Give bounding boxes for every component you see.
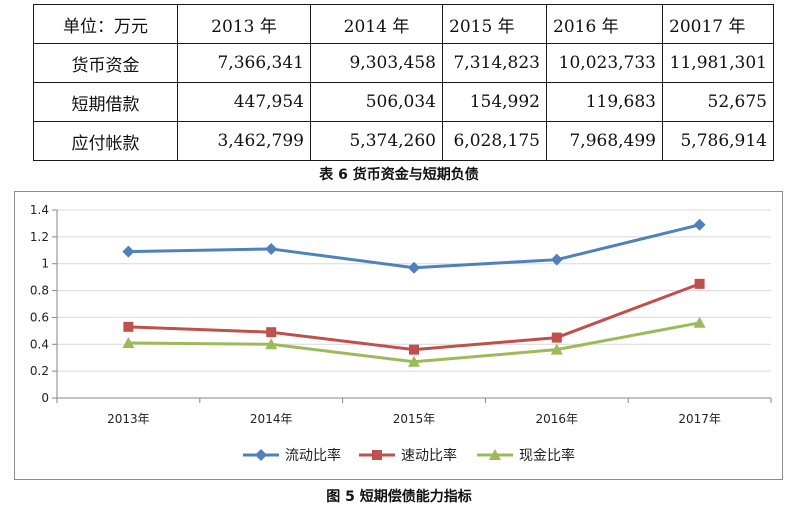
row-label: 短期借款	[33, 82, 178, 122]
table-cell: 9,303,458	[310, 43, 443, 83]
data-point	[408, 261, 420, 274]
table-cell: 447,954	[177, 82, 311, 122]
y-tick-label: 0	[41, 391, 49, 405]
table-cell: 119,683	[546, 82, 663, 122]
legend-label: 流动比率	[285, 447, 341, 464]
table-row: 应付帐款 3,462,799 5,374,260 6,028,175 7,968…	[33, 121, 774, 161]
data-point	[408, 355, 420, 367]
data-point	[551, 332, 562, 343]
x-tick-label: 2017年	[678, 412, 721, 426]
data-table: 单位：万元 2013 年 2014 年 2015 年 2016 年 20017 …	[33, 4, 774, 161]
data-point	[265, 242, 278, 255]
table-cell: 5,786,914	[662, 121, 774, 161]
x-tick-label: 2016年	[536, 412, 579, 426]
legend-marker	[255, 449, 267, 461]
legend-marker	[489, 449, 501, 460]
table-cell: 52,675	[662, 82, 774, 122]
legend-label: 速动比率	[401, 447, 457, 464]
figure-caption: 图 5 短期偿债能力指标	[326, 489, 472, 505]
header-cell-year: 2016 年	[546, 4, 663, 44]
table-row: 短期借款 447,954 506,034 154,992 119,683 52,…	[33, 82, 774, 122]
y-tick-label: 1	[41, 257, 49, 271]
table-caption: 表 6 货币资金与短期负债	[319, 167, 479, 183]
header-cell-year: 2014 年	[310, 4, 443, 44]
data-point	[265, 338, 278, 350]
data-point	[409, 344, 419, 355]
table-cell: 7,968,499	[546, 121, 663, 161]
table-cell: 7,366,341	[177, 43, 311, 83]
x-tick-label: 2014年	[250, 412, 293, 426]
data-point	[550, 343, 563, 355]
table-cell: 6,028,175	[442, 121, 547, 161]
x-tick-label: 2015年	[393, 412, 436, 426]
header-cell-unit: 单位：万元	[33, 4, 178, 44]
header-cell-year: 20017 年	[662, 4, 774, 44]
data-point	[122, 245, 135, 258]
header-cell-year: 2015 年	[442, 4, 547, 44]
data-point	[693, 316, 706, 328]
table-cell: 10,023,733	[546, 43, 663, 83]
legend-label: 现金比率	[519, 447, 575, 464]
data-point	[122, 336, 135, 348]
data-point	[550, 253, 563, 266]
table-cell: 7,314,823	[442, 43, 547, 83]
data-point	[693, 218, 706, 231]
header-cell-year: 2013 年	[177, 4, 311, 44]
table-cell: 3,462,799	[177, 121, 311, 161]
y-tick-label: 0.2	[30, 364, 49, 378]
table-cell: 154,992	[442, 82, 547, 122]
y-tick-label: 1.2	[30, 230, 49, 244]
table-header-row: 单位：万元 2013 年 2014 年 2015 年 2016 年 20017 …	[33, 4, 774, 44]
x-tick-label: 2013年	[107, 412, 150, 426]
y-tick-label: 0.4	[30, 337, 49, 351]
row-label: 货币资金	[33, 43, 178, 83]
series-line-1	[128, 223, 700, 270]
table-cell: 5,374,260	[310, 121, 443, 161]
data-point	[694, 278, 705, 289]
table-row: 货币资金 7,366,341 9,303,458 7,314,823 10,02…	[33, 43, 774, 83]
chart-frame: 0 0.2 0.4 0.6 0.8 1 1.2 1.4 2013年 2014年 2015年 2016年…	[14, 191, 783, 480]
data-point	[266, 327, 277, 338]
data-point	[123, 321, 134, 332]
y-tick-label: 1.4	[30, 203, 49, 217]
y-tick-label: 0.8	[30, 284, 49, 298]
line-chart: 0 0.2 0.4 0.6 0.8 1 1.2 1.4 2013年 2014年 2015年 2016年…	[30, 203, 772, 464]
table-cell: 506,034	[310, 82, 443, 122]
legend-marker	[372, 450, 382, 460]
row-label: 应付帐款	[33, 121, 178, 161]
table-cell: 11,981,301	[662, 43, 774, 83]
y-tick-label: 0.6	[30, 310, 49, 324]
